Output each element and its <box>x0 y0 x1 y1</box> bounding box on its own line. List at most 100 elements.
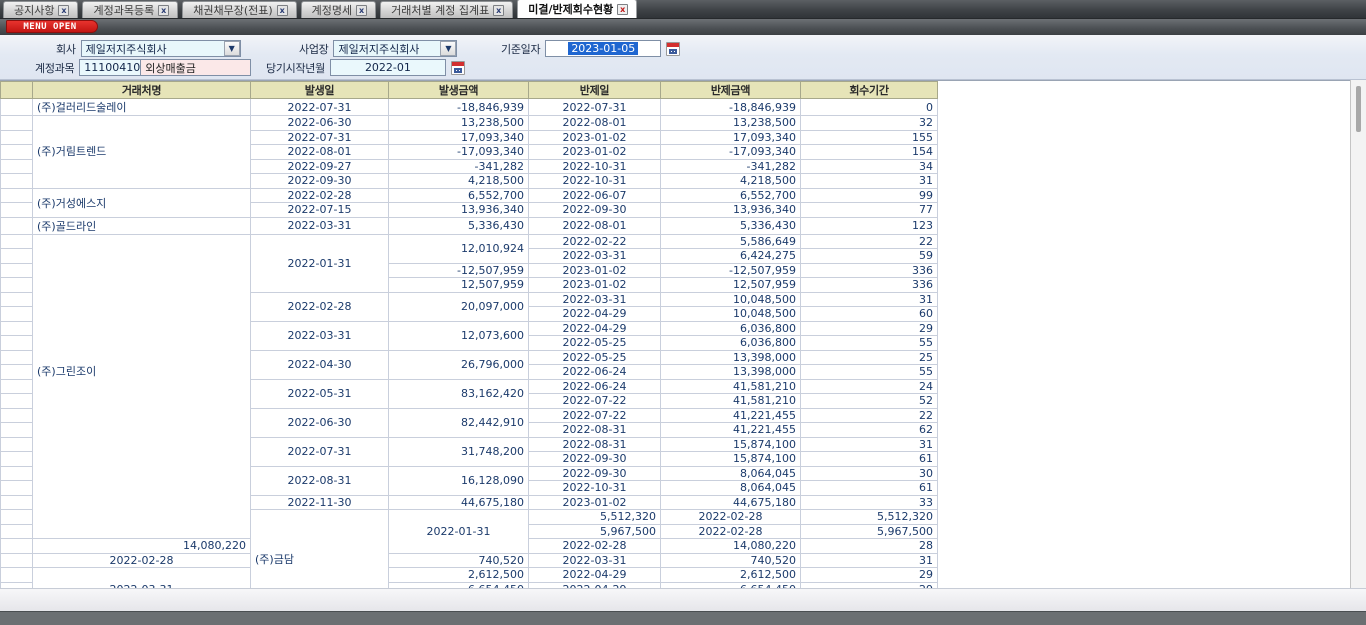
close-icon[interactable]: x <box>158 4 170 16</box>
issue-amount-cell[interactable]: 44,675,180 <box>388 494 529 510</box>
recovery-days-cell[interactable]: 31 <box>800 436 938 452</box>
recovery-days-cell[interactable]: 32 <box>800 115 938 131</box>
table-row[interactable]: 2022-09-30 4,218,500 2022-10-31 4,218,500 31 <box>0 173 938 189</box>
account-name-input[interactable]: 외상매출금 <box>141 59 252 76</box>
recovery-days-cell[interactable]: 34 <box>800 158 938 174</box>
issue-amount-cell[interactable]: 5,336,430 <box>388 216 529 235</box>
table-row[interactable]: (주)거림트렌드 2022-06-30 13,238,500 2022-08-01 13… <box>0 115 938 189</box>
recovery-days-cell[interactable]: 31 <box>800 552 938 568</box>
row-selector-cell[interactable] <box>0 451 33 467</box>
issue-amount-cell[interactable]: 6,552,700 <box>388 187 529 203</box>
base-date-input[interactable]: 2023-01-05 <box>545 40 662 57</box>
row-selector-cell[interactable] <box>0 494 33 510</box>
settle-date-cell[interactable]: 2022-06-24 <box>528 378 661 394</box>
row-selector-cell[interactable] <box>0 248 33 264</box>
row-selector-cell[interactable] <box>0 465 33 481</box>
settle-date-cell[interactable]: 2022-02-28 <box>660 509 801 525</box>
recovery-days-cell[interactable]: 0 <box>800 98 938 116</box>
settle-date-cell[interactable]: 2022-08-31 <box>528 436 661 452</box>
table-row[interactable]: 2022-09-30 15,874,100 61 <box>0 451 938 467</box>
settle-amount-cell[interactable]: 6,036,800 <box>660 335 801 351</box>
settle-amount-cell[interactable]: -341,282 <box>660 158 801 174</box>
customer-name-cell[interactable]: (주)거림트렌드 <box>32 115 251 189</box>
settle-amount-cell[interactable]: 8,064,045 <box>660 480 801 496</box>
settle-amount-cell[interactable]: 6,552,700 <box>660 187 801 203</box>
recovery-days-cell[interactable]: 29 <box>800 320 938 336</box>
settle-amount-cell[interactable]: 41,221,455 <box>660 407 801 423</box>
row-selector-cell[interactable] <box>0 173 33 189</box>
settle-date-cell[interactable]: 2022-02-28 <box>528 538 661 554</box>
settle-amount-cell[interactable]: 13,398,000 <box>660 349 801 365</box>
row-selector-cell[interactable] <box>0 129 33 145</box>
recovery-days-cell[interactable]: 59 <box>800 248 938 264</box>
issue-date-cell[interactable]: 2022-07-31 <box>250 436 389 467</box>
recovery-days-cell[interactable]: 155 <box>800 129 938 145</box>
settle-date-cell[interactable]: 2023-01-02 <box>528 262 661 278</box>
customer-name-cell[interactable]: (주)그린조이 <box>32 233 251 539</box>
settle-date-cell[interactable]: 2022-04-29 <box>528 306 661 322</box>
row-selector-cell[interactable] <box>0 306 33 322</box>
recovery-days-cell[interactable]: 52 <box>800 393 938 409</box>
chevron-down-icon[interactable]: ▼ <box>440 41 457 56</box>
row-selector-cell[interactable] <box>0 233 33 249</box>
settle-date-cell[interactable]: 2022-10-31 <box>528 173 661 189</box>
recovery-days-cell[interactable]: 22 <box>800 407 938 423</box>
table-row[interactable]: 2022-03-31 12,073,600 2022-04-29 6,036,800 2… <box>0 320 938 351</box>
issue-amount-cell[interactable]: 12,507,959 <box>388 277 529 293</box>
settle-date-cell[interactable]: 2022-03-31 <box>528 248 661 264</box>
tab-1[interactable]: 계정과목등록 x <box>82 1 179 18</box>
row-selector-cell[interactable] <box>0 393 33 409</box>
tab-5[interactable]: 미결/반제회수현황 x <box>517 0 638 18</box>
row-selector-cell[interactable] <box>0 158 33 174</box>
row-selector-cell[interactable] <box>0 98 33 116</box>
issue-date-cell[interactable]: 2022-07-31 <box>250 129 389 145</box>
table-row[interactable]: 2022-11-30 44,675,180 2023-01-02 44,675,180… <box>0 494 938 510</box>
issue-amount-cell[interactable]: 20,097,000 <box>388 291 529 322</box>
tab-3[interactable]: 계정명세 x <box>300 1 377 18</box>
settle-date-cell[interactable]: 2022-04-29 <box>528 567 661 583</box>
row-selector-cell[interactable] <box>0 320 33 336</box>
recovery-days-cell[interactable]: 29 <box>800 567 938 583</box>
settle-amount-cell[interactable]: 12,507,959 <box>660 277 801 293</box>
settle-amount-cell[interactable]: 15,874,100 <box>660 451 801 467</box>
close-icon[interactable]: x <box>617 3 629 15</box>
issue-amount-cell[interactable]: -18,846,939 <box>388 98 529 116</box>
table-row[interactable]: 12,507,959 2023-01-02 12,507,959 336 <box>0 277 938 293</box>
settle-date-cell[interactable]: 2022-03-31 <box>528 552 661 568</box>
recovery-days-cell[interactable]: 24 <box>800 378 938 394</box>
recovery-days-cell[interactable]: 61 <box>800 451 938 467</box>
recovery-days-cell[interactable]: 55 <box>800 364 938 380</box>
settle-date-cell[interactable]: 2023-01-02 <box>528 277 661 293</box>
recovery-days-cell[interactable]: 22 <box>800 233 938 249</box>
settle-date-cell[interactable]: 2022-05-25 <box>528 335 661 351</box>
table-row[interactable]: 2022-04-29 10,048,500 60 <box>0 306 938 322</box>
settle-date-cell[interactable]: 2022-06-24 <box>528 364 661 380</box>
row-selector-cell[interactable] <box>0 436 33 452</box>
recovery-days-cell[interactable]: 33 <box>800 494 938 510</box>
vertical-scrollbar[interactable] <box>1350 80 1366 602</box>
recovery-days-cell[interactable]: 336 <box>800 277 938 293</box>
table-row[interactable]: -12,507,959 2023-01-02 -12,507,959 336 <box>0 262 938 278</box>
row-selector-cell[interactable] <box>0 422 33 438</box>
row-selector-cell[interactable] <box>0 291 33 307</box>
table-row[interactable]: (주)그린조이 2022-01-31 12,010,924 2022-02-22 5,5… <box>0 233 938 539</box>
row-selector-cell[interactable] <box>0 567 33 583</box>
row-selector-cell[interactable] <box>0 277 33 293</box>
column-header-5[interactable]: 회수기간 <box>800 81 938 99</box>
settle-date-cell[interactable]: 2022-08-01 <box>528 115 661 131</box>
issue-amount-cell[interactable]: -12,507,959 <box>388 262 529 278</box>
issue-amount-cell[interactable]: 12,073,600 <box>388 320 529 351</box>
recovery-days-cell[interactable]: 25 <box>800 349 938 365</box>
recovery-days-cell[interactable]: 154 <box>800 144 938 160</box>
settle-date-cell[interactable]: 2022-08-01 <box>528 216 661 235</box>
settle-amount-cell[interactable]: 15,874,100 <box>660 436 801 452</box>
company-select[interactable]: 제일저지주식회사 ▼ <box>80 40 241 57</box>
issue-date-cell[interactable]: 2022-11-30 <box>250 494 389 510</box>
settle-amount-cell[interactable]: 5,336,430 <box>660 216 801 235</box>
issue-date-cell[interactable]: 2022-01-31 <box>388 509 529 554</box>
settle-date-cell[interactable]: 2023-01-02 <box>528 494 661 510</box>
settle-amount-cell[interactable]: 2,612,500 <box>660 567 801 583</box>
issue-amount-cell[interactable]: 26,796,000 <box>388 349 529 380</box>
row-selector-cell[interactable] <box>0 335 33 351</box>
